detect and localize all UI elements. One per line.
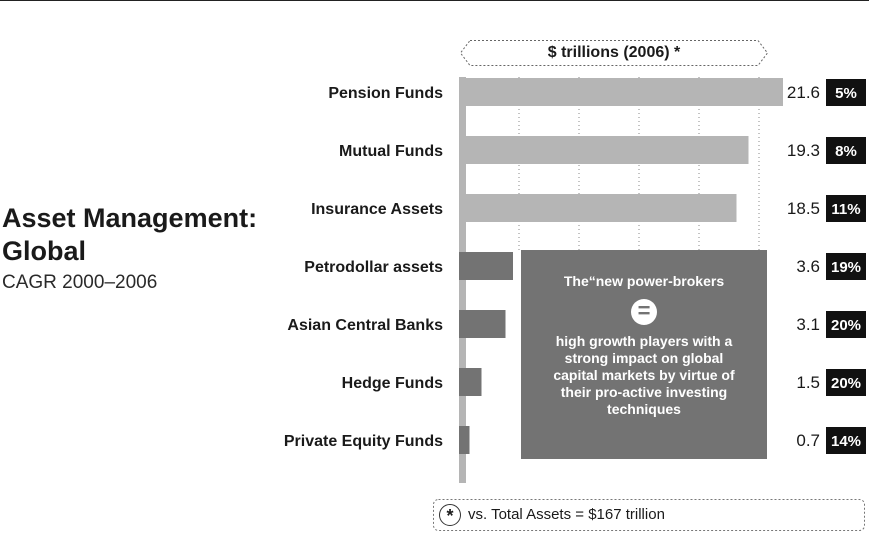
category-label: Mutual Funds [339, 143, 443, 160]
category-label: Asian Central Banks [287, 317, 443, 334]
bar [459, 136, 749, 164]
unit-label-frame [460, 40, 768, 66]
cagr-badge [826, 253, 866, 280]
value-label: 21.6 [787, 83, 820, 102]
chart-title-line-2: Global [2, 236, 87, 266]
unit-label: $ trillions (2006) * [460, 40, 768, 66]
chart-title: Asset Management: Global [2, 202, 257, 268]
cagr-label: 8% [835, 143, 857, 160]
cagr-label: 19% [831, 259, 861, 276]
asterisk-icon: * [439, 504, 461, 526]
callout-heading: The“new power-brokers [563, 273, 725, 289]
bar [459, 252, 513, 280]
bar [459, 426, 470, 454]
top-rule [0, 0, 869, 1]
cagr-label: 11% [831, 201, 860, 218]
cagr-label: 14% [831, 433, 861, 450]
cagr-badge [826, 369, 866, 396]
bar [459, 368, 482, 396]
cagr-badge [826, 311, 866, 338]
chart-title-line-1: Asset Management: [2, 203, 258, 233]
footnote-frame [433, 499, 865, 531]
callout-body: high growth players with a strong impact… [553, 333, 735, 417]
footnote: * vs. Total Assets = $167 trillion [433, 499, 865, 531]
value-label: 19.3 [787, 141, 820, 160]
value-label: 1.5 [796, 373, 820, 392]
unit-label-text: $ trillions (2006) * [547, 44, 681, 61]
value-label: 3.1 [796, 315, 820, 334]
cagr-badge [826, 137, 866, 164]
chart-subtitle: CAGR 2000–2006 [2, 272, 158, 293]
callout-box: The“new power-brokers = high growth play… [521, 250, 767, 459]
bar [459, 194, 737, 222]
value-label: 3.6 [796, 257, 820, 276]
category-label: Pension Funds [328, 85, 443, 102]
cagr-label: 20% [831, 375, 861, 392]
bar [459, 310, 506, 338]
category-label: Private Equity Funds [284, 433, 443, 450]
category-label: Petrodollar assets [304, 259, 443, 276]
bar [459, 78, 783, 106]
value-label: 0.7 [796, 431, 820, 450]
equals-icon: = [631, 299, 657, 325]
cagr-badge [826, 427, 866, 454]
cagr-label: 5% [835, 85, 857, 102]
category-label: Insurance Assets [311, 201, 443, 218]
value-label: 18.5 [787, 199, 820, 218]
cagr-label: 20% [831, 317, 861, 334]
cagr-badge [826, 79, 866, 106]
footnote-text: vs. Total Assets = $167 trillion [468, 506, 665, 523]
cagr-badge [826, 195, 866, 222]
category-label: Hedge Funds [342, 375, 443, 392]
